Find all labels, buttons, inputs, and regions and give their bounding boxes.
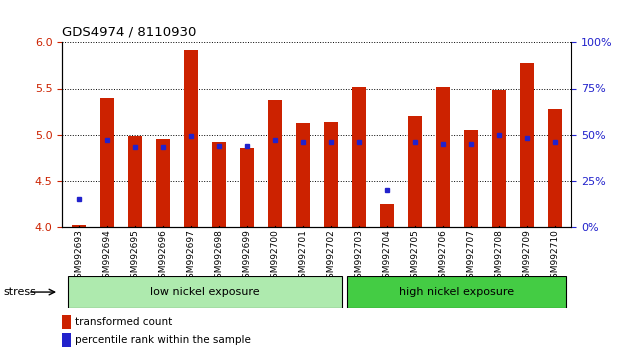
Bar — [435, 87, 450, 227]
Bar — [240, 148, 254, 227]
Bar — [492, 90, 505, 227]
Bar — [520, 63, 533, 227]
Bar — [68, 276, 342, 308]
Bar — [128, 136, 142, 227]
Text: low nickel exposure: low nickel exposure — [150, 287, 260, 297]
Text: GDS4974 / 8110930: GDS4974 / 8110930 — [62, 26, 196, 39]
Bar — [212, 142, 226, 227]
Text: stress: stress — [3, 287, 36, 297]
Text: GSM992701: GSM992701 — [298, 229, 307, 284]
Text: transformed count: transformed count — [75, 318, 172, 327]
Text: GSM992708: GSM992708 — [494, 229, 503, 284]
Bar — [296, 124, 310, 227]
Text: GSM992695: GSM992695 — [130, 229, 139, 284]
Text: GSM992698: GSM992698 — [214, 229, 224, 284]
Text: GSM992700: GSM992700 — [270, 229, 279, 284]
Text: GSM992705: GSM992705 — [410, 229, 419, 284]
Bar — [351, 87, 366, 227]
Text: GSM992696: GSM992696 — [158, 229, 167, 284]
Bar — [268, 101, 282, 227]
Text: GSM992702: GSM992702 — [326, 229, 335, 284]
Text: percentile rank within the sample: percentile rank within the sample — [75, 335, 251, 345]
Text: GSM992699: GSM992699 — [242, 229, 252, 284]
Text: GSM992707: GSM992707 — [466, 229, 475, 284]
Bar — [156, 139, 170, 227]
Bar — [72, 225, 86, 227]
Text: GSM992693: GSM992693 — [75, 229, 83, 284]
Bar — [324, 122, 338, 227]
Bar — [548, 109, 561, 227]
Text: GSM992703: GSM992703 — [354, 229, 363, 284]
Bar — [407, 116, 422, 227]
Bar — [184, 50, 198, 227]
Text: GSM992697: GSM992697 — [186, 229, 195, 284]
Text: high nickel exposure: high nickel exposure — [399, 287, 514, 297]
Text: GSM992709: GSM992709 — [522, 229, 531, 284]
Bar — [62, 333, 71, 347]
Text: GSM992704: GSM992704 — [382, 229, 391, 284]
Bar — [348, 276, 566, 308]
Bar — [100, 98, 114, 227]
Bar — [464, 130, 478, 227]
Text: GSM992694: GSM992694 — [102, 229, 111, 284]
Bar — [379, 205, 394, 227]
Text: GSM992710: GSM992710 — [550, 229, 559, 284]
Text: GSM992706: GSM992706 — [438, 229, 447, 284]
Bar — [62, 315, 71, 329]
